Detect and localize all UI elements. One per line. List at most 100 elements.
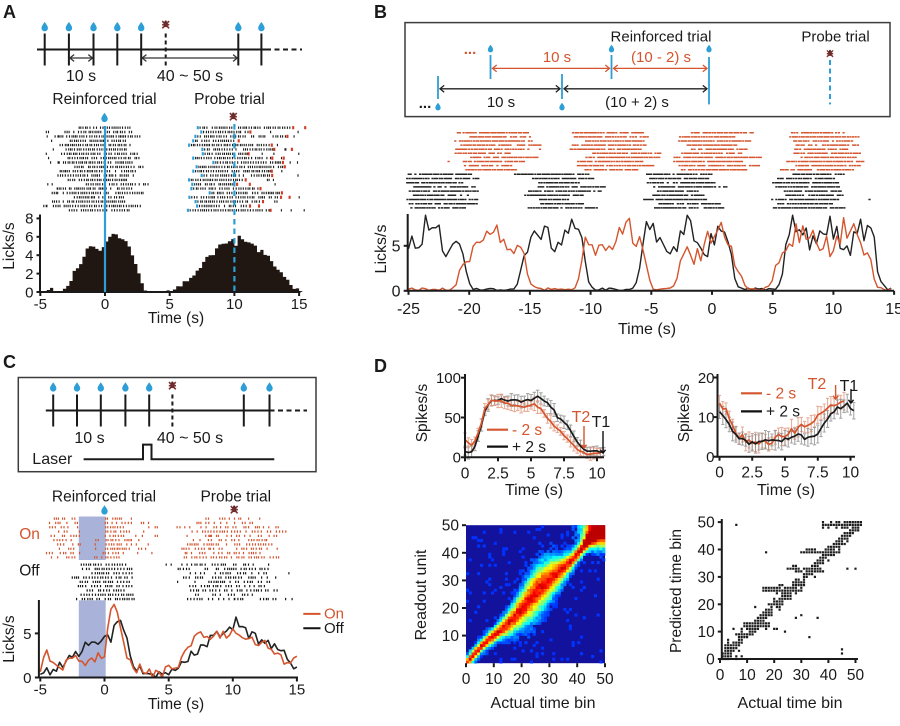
svg-text:4: 4 xyxy=(25,248,33,265)
svg-text:5: 5 xyxy=(165,682,173,699)
svg-text:15: 15 xyxy=(291,296,308,313)
svg-text:7.5: 7.5 xyxy=(553,465,575,482)
svg-text:-20: -20 xyxy=(458,301,481,318)
svg-text:10: 10 xyxy=(224,682,241,699)
svg-text:Licks/s: Licks/s xyxy=(1,615,18,663)
svg-text:7.5: 7.5 xyxy=(807,465,829,482)
svg-text:10: 10 xyxy=(842,465,860,482)
svg-text:2.5: 2.5 xyxy=(741,465,763,482)
svg-text:20: 20 xyxy=(766,667,784,684)
svg-text:0: 0 xyxy=(392,284,401,301)
svg-text:Reinforced trial: Reinforced trial xyxy=(611,29,712,46)
svg-text:5: 5 xyxy=(527,465,536,482)
svg-text:40: 40 xyxy=(820,667,838,684)
svg-text:...: ... xyxy=(464,41,477,58)
svg-text:Predicted time bin: Predicted time bin xyxy=(668,529,685,653)
svg-text:10: 10 xyxy=(588,465,606,482)
svg-text:0: 0 xyxy=(23,670,31,687)
svg-text:(10 + 2) s: (10 + 2) s xyxy=(605,94,669,111)
svg-text:On: On xyxy=(19,526,40,543)
svg-text:Time (s): Time (s) xyxy=(505,482,563,499)
svg-text:Off: Off xyxy=(324,620,345,637)
svg-text:10: 10 xyxy=(698,409,715,426)
svg-text:30: 30 xyxy=(793,667,811,684)
svg-text:10 s: 10 s xyxy=(487,94,515,111)
svg-text:10: 10 xyxy=(442,628,460,645)
svg-text:-5: -5 xyxy=(644,301,658,318)
svg-text:10 s: 10 s xyxy=(66,68,96,85)
svg-text:T1: T1 xyxy=(840,378,859,395)
svg-text:5: 5 xyxy=(392,239,401,256)
svg-text:10: 10 xyxy=(485,671,503,688)
svg-text:20: 20 xyxy=(698,597,716,614)
svg-text:10 s: 10 s xyxy=(74,430,104,447)
svg-text:0: 0 xyxy=(462,671,471,688)
svg-text:2: 2 xyxy=(25,266,33,283)
svg-text:On: On xyxy=(324,606,344,623)
svg-text:0: 0 xyxy=(715,465,724,482)
svg-text:Time (s): Time (s) xyxy=(148,310,204,327)
svg-text:B: B xyxy=(374,2,387,22)
svg-text:Reinforced trial: Reinforced trial xyxy=(52,91,156,108)
svg-text:5: 5 xyxy=(768,301,777,318)
svg-text:2.5: 2.5 xyxy=(487,465,509,482)
svg-text:0: 0 xyxy=(716,667,725,684)
svg-text:Laser: Laser xyxy=(32,451,73,468)
svg-text:5: 5 xyxy=(781,465,790,482)
svg-text:0: 0 xyxy=(461,465,470,482)
svg-text:Probe trial: Probe trial xyxy=(200,489,271,506)
svg-text:0: 0 xyxy=(706,449,714,466)
svg-text:T2: T2 xyxy=(808,376,827,393)
svg-text:-15: -15 xyxy=(518,301,541,318)
svg-text:20: 20 xyxy=(698,370,715,387)
svg-text:20: 20 xyxy=(513,671,531,688)
svg-text:C: C xyxy=(3,352,16,372)
svg-text:Spikes/s: Spikes/s xyxy=(676,383,693,442)
svg-text:Readout unit: Readout unit xyxy=(413,549,430,640)
svg-text:Licks/s: Licks/s xyxy=(1,222,18,270)
svg-text:Spikes/s: Spikes/s xyxy=(414,383,431,442)
svg-text:Actual time bin: Actual time bin xyxy=(491,695,596,712)
svg-text:...: ... xyxy=(419,95,432,112)
svg-text:Licks/s: Licks/s xyxy=(373,225,390,274)
svg-text:+ 2 s: + 2 s xyxy=(512,439,546,456)
svg-text:Actual time bin: Actual time bin xyxy=(738,695,843,712)
svg-text:T1: T1 xyxy=(592,414,611,431)
svg-text:10: 10 xyxy=(738,667,756,684)
svg-text:10 s: 10 s xyxy=(543,49,571,66)
svg-text:Time (s): Time (s) xyxy=(618,321,676,338)
svg-text:30: 30 xyxy=(698,569,716,586)
svg-text:- 2 s: - 2 s xyxy=(766,386,796,403)
svg-text:0: 0 xyxy=(706,652,715,669)
svg-text:Reinforced trial: Reinforced trial xyxy=(52,489,156,506)
svg-text:10: 10 xyxy=(698,624,716,641)
svg-text:-25: -25 xyxy=(397,301,420,318)
svg-text:Time (s): Time (s) xyxy=(148,696,204,713)
svg-text:- 2 s: - 2 s xyxy=(512,422,542,439)
svg-text:T2: T2 xyxy=(572,409,591,426)
svg-text:100: 100 xyxy=(436,370,461,387)
svg-text:30: 30 xyxy=(541,671,559,688)
svg-text:6: 6 xyxy=(25,229,33,246)
svg-text:5: 5 xyxy=(23,626,31,643)
svg-text:15: 15 xyxy=(289,682,306,699)
svg-text:50: 50 xyxy=(596,671,614,688)
svg-text:50: 50 xyxy=(444,410,461,427)
svg-text:40: 40 xyxy=(569,671,587,688)
svg-text:+ 2 s: + 2 s xyxy=(766,404,800,421)
svg-text:30: 30 xyxy=(442,573,460,590)
svg-text:Probe trial: Probe trial xyxy=(801,29,869,46)
svg-text:40 ~ 50 s: 40 ~ 50 s xyxy=(157,68,223,85)
svg-text:40 ~ 50 s: 40 ~ 50 s xyxy=(157,430,223,447)
svg-text:0: 0 xyxy=(100,682,108,699)
svg-text:Time (s): Time (s) xyxy=(757,482,815,499)
svg-text:10: 10 xyxy=(226,296,243,313)
svg-text:A: A xyxy=(3,2,16,22)
svg-text:D: D xyxy=(374,356,387,376)
svg-text:15: 15 xyxy=(885,301,900,318)
svg-text:20: 20 xyxy=(442,601,460,618)
svg-text:Off: Off xyxy=(19,563,40,580)
svg-text:(10 - 2) s: (10 - 2) s xyxy=(631,49,691,66)
svg-text:Probe trial: Probe trial xyxy=(194,91,265,108)
svg-text:50: 50 xyxy=(847,667,865,684)
